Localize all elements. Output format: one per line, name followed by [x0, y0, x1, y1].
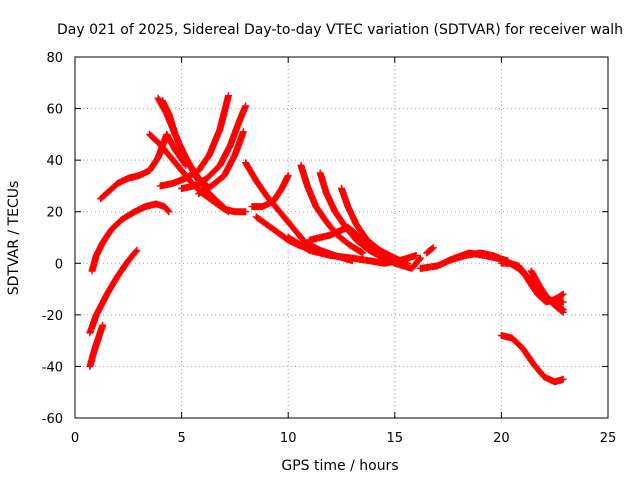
data-point-marker — [248, 172, 292, 211]
y-tick-label: 80 — [46, 51, 63, 66]
series-arc-9 — [178, 102, 250, 192]
data-point-marker — [156, 92, 232, 190]
data-point-marker — [86, 321, 107, 370]
series-arc-8 — [156, 92, 232, 190]
data-point-marker — [195, 128, 247, 198]
data-point-marker — [178, 102, 250, 192]
grid-lines — [75, 57, 608, 418]
series-arc-12 — [248, 172, 292, 211]
y-tick-label: 40 — [46, 154, 63, 169]
data-points — [86, 92, 567, 386]
data-point-marker — [88, 200, 173, 275]
x-axis-label: GPS time / hours — [281, 458, 398, 474]
data-point-marker — [97, 130, 190, 203]
data-point-marker — [86, 246, 141, 337]
data-point-marker — [497, 332, 567, 386]
data-point-marker — [284, 234, 420, 267]
x-tick-label: 15 — [387, 431, 404, 446]
x-tick-label: 10 — [280, 431, 297, 446]
x-tick-label: 0 — [71, 431, 79, 446]
series-arc-25 — [527, 267, 567, 316]
data-point-marker — [359, 234, 424, 272]
series-arc-1 — [86, 246, 141, 337]
x-tick-label: 20 — [493, 431, 510, 446]
series-arc-19 — [359, 234, 424, 272]
chart-title: Day 021 of 2025, Sidereal Day-to-day VTE… — [57, 22, 623, 38]
x-tick-label: 25 — [600, 431, 617, 446]
y-axis-label: SDTVAR / TECUs — [6, 181, 22, 296]
series-arc-20 — [423, 244, 437, 257]
y-tick-label: -20 — [42, 309, 63, 324]
x-tick-label: 5 — [177, 431, 185, 446]
series-arc-10 — [195, 128, 247, 198]
data-point-marker — [158, 97, 211, 190]
series-arc-17 — [284, 234, 420, 267]
y-tick-label: 20 — [46, 206, 63, 221]
plot-frame — [74, 56, 609, 419]
axis-ticks: 0 5 10 15 20 25 -60 -40 -20 0 20 40 60 80 — [42, 51, 617, 446]
series-arc-4 — [97, 130, 190, 203]
y-tick-label: -60 — [42, 412, 63, 427]
y-tick-label: 60 — [46, 103, 63, 118]
series-arc-2 — [86, 321, 107, 370]
series-arc-26 — [497, 332, 567, 386]
y-tick-label: 0 — [55, 257, 63, 272]
y-tick-label: -40 — [42, 360, 63, 375]
data-point-marker — [527, 267, 567, 316]
series-arc-7 — [158, 97, 211, 190]
data-point-marker — [423, 244, 437, 257]
series-arc-3 — [88, 200, 173, 275]
